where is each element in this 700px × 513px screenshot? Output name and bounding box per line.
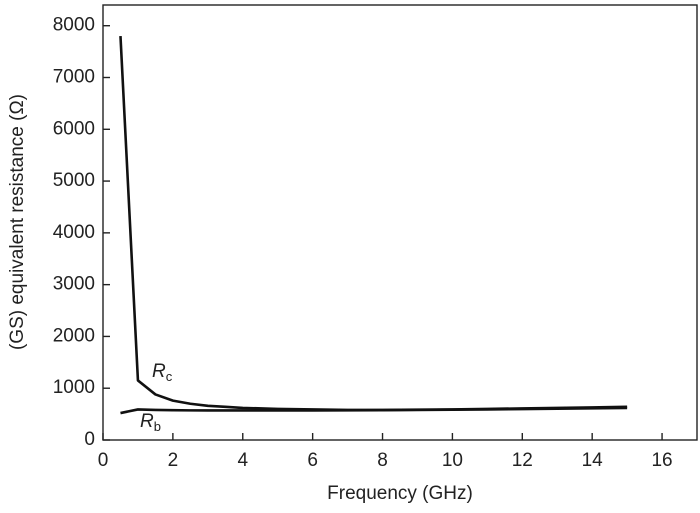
y-tick-label: 1000 xyxy=(53,377,95,398)
x-tick-label: 6 xyxy=(307,450,318,471)
annotation-main: R xyxy=(152,361,166,382)
x-tick-label: 8 xyxy=(377,450,388,471)
x-axis-label: Frequency (GHz) xyxy=(327,483,473,504)
x-tick-label: 14 xyxy=(582,450,604,471)
series-line xyxy=(119,36,628,412)
x-tick-label: 16 xyxy=(651,450,672,471)
annotation-sub: c xyxy=(166,369,173,384)
plot-frame xyxy=(102,4,698,441)
y-tick-label: 6000 xyxy=(53,118,95,139)
y-axis-label: (GS) equivalent resistance (Ω) xyxy=(7,94,28,350)
y-tick-label: 4000 xyxy=(53,222,95,243)
y-tick-label: 8000 xyxy=(53,15,95,36)
y-tick-label: 5000 xyxy=(53,170,95,191)
annotation-main: R xyxy=(140,411,154,432)
y-tick-label: 3000 xyxy=(53,274,95,295)
y-tick-label: 2000 xyxy=(53,325,95,346)
x-tick-label: 12 xyxy=(512,450,533,471)
x-tick-label: 10 xyxy=(442,450,463,471)
y-tick-label: 7000 xyxy=(53,67,95,88)
x-tick-label: 0 xyxy=(98,450,109,471)
annotation: Rb xyxy=(140,411,161,434)
x-tick-label: 2 xyxy=(168,450,179,471)
annotation: Rc xyxy=(152,361,173,384)
annotation-sub: b xyxy=(154,419,161,434)
series-line xyxy=(120,406,628,415)
x-tick-label: 4 xyxy=(237,450,248,471)
y-tick-label: 0 xyxy=(84,429,95,450)
